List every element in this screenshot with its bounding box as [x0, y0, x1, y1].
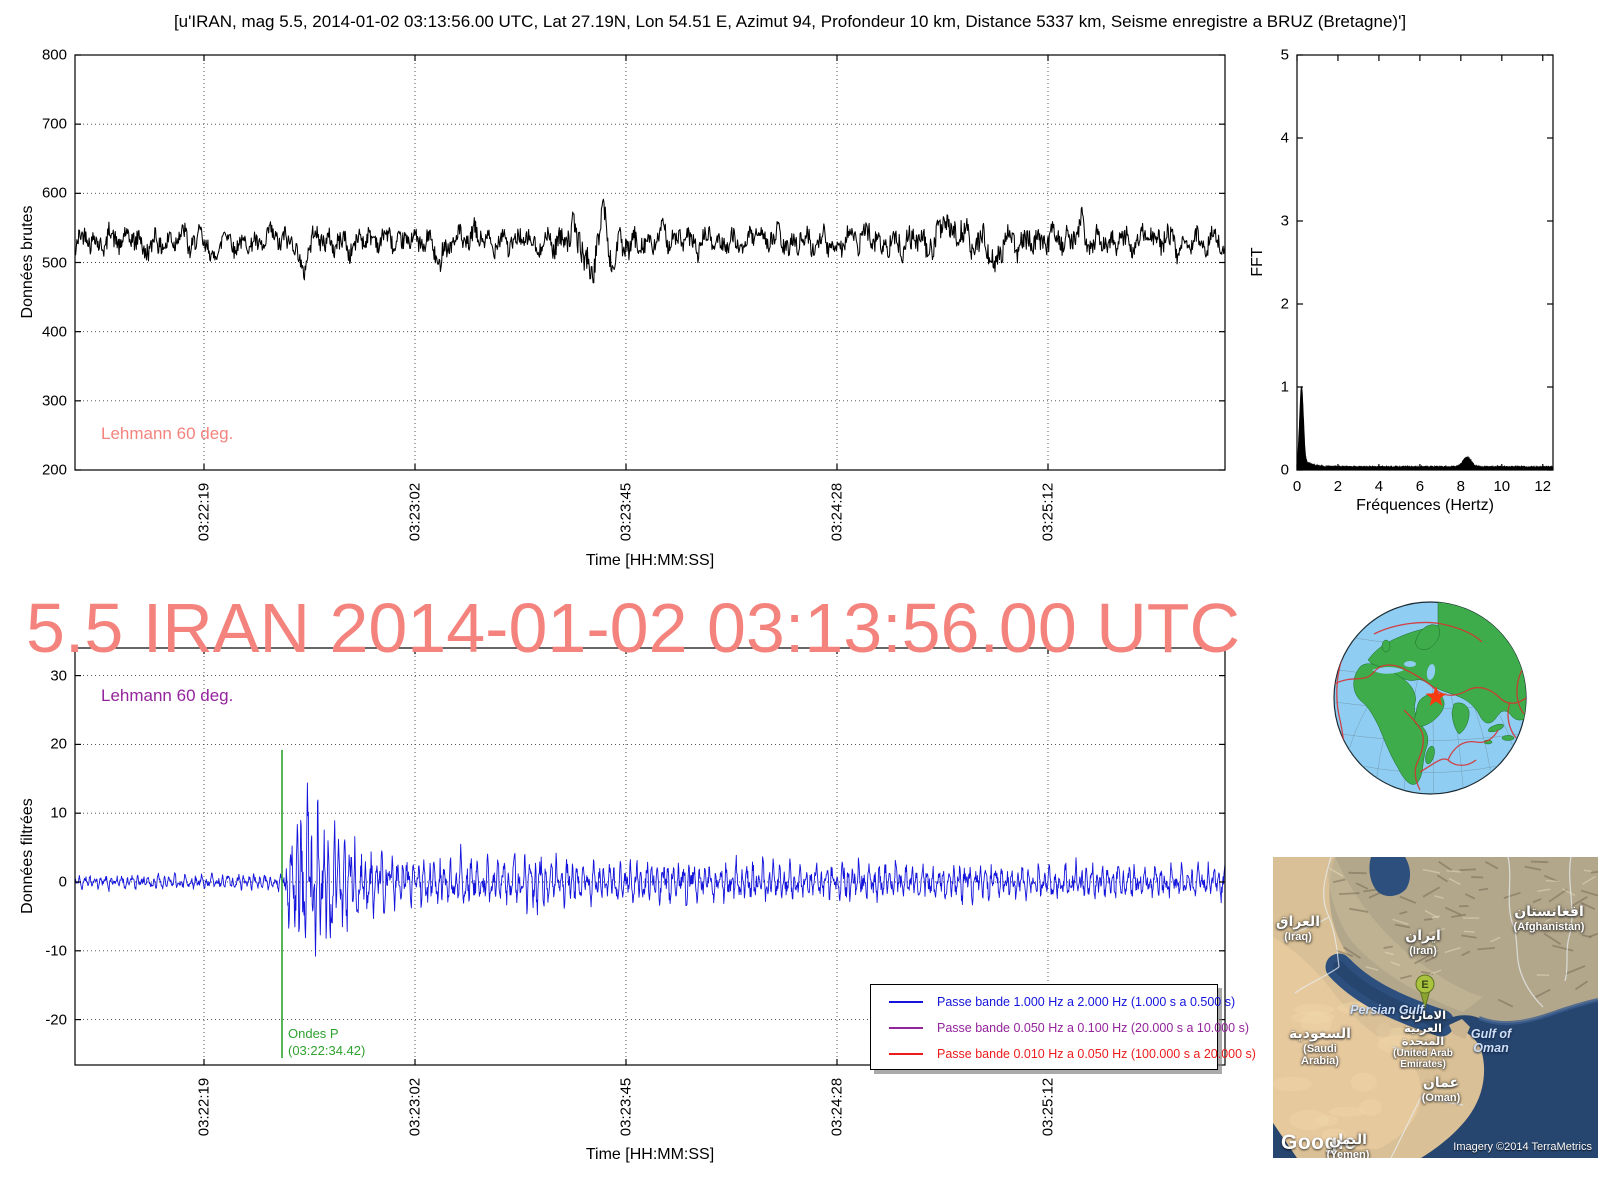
- raw-annotation: Lehmann 60 deg.: [101, 424, 234, 443]
- filtered-y-tick-label: 10: [50, 804, 67, 822]
- legend-item-label: Passe bande 0.050 Hz a 0.100 Hz (20.000 …: [937, 1021, 1250, 1035]
- fft-y-tick-label: 4: [1280, 129, 1289, 147]
- raw-x-axis-label: Time [HH:MM:SS]: [585, 552, 715, 569]
- fft-y-tick-label: 5: [1280, 46, 1289, 64]
- india: [1451, 702, 1470, 735]
- fft-y-tick-label: 2: [1280, 295, 1289, 313]
- filtered-y-tick-label: -10: [45, 942, 67, 960]
- filtered-y-tick-label: 0: [58, 873, 67, 891]
- filtered-x-tick-label: 03:22:19: [195, 1077, 213, 1137]
- map-canvas[interactable]: [1273, 857, 1600, 1158]
- raw-trace: [74, 198, 1226, 284]
- map-country-label: عمان (Oman): [1421, 1075, 1461, 1104]
- raw-plot-frame: [74, 54, 1226, 471]
- raw-x-tick-label: 03:22:19: [195, 482, 213, 542]
- legend-box: Passe bande 1.000 Hz a 2.000 Hz (1.000 s…: [870, 984, 1256, 1070]
- imagery-attribution: Imagery ©2014 TerraMetrics: [1453, 1141, 1592, 1153]
- globe: [1333, 601, 1527, 795]
- fft-plot-frame: [1296, 54, 1554, 471]
- event-heading: 5.5 IRAN 2014-01-02 03:13:56.00 UTC: [26, 589, 1241, 667]
- fft-x-tick-label: 12: [1534, 478, 1552, 495]
- fft-y-tick-label: 0: [1280, 461, 1289, 479]
- grid: [75, 55, 1225, 470]
- fft-x-tick-label: 10: [1493, 478, 1511, 495]
- fft-x-tick-label: 6: [1415, 478, 1425, 495]
- raw-y-tick-label: 400: [41, 323, 67, 341]
- madagascar: [1425, 745, 1435, 765]
- fft-x-tick-label: 2: [1333, 478, 1343, 495]
- satellite-map[interactable]: Google Imagery ©2014 TerraMetrics العراق…: [1273, 857, 1598, 1158]
- filtered-x-tick-label: 03:25:12: [1039, 1077, 1057, 1137]
- map-country-label: افغانستان (Afghanistan): [1513, 904, 1585, 933]
- british-isles: [1381, 639, 1391, 653]
- epicenter-star: [1425, 686, 1447, 706]
- filtered-x-tick-label: 03:23:02: [406, 1077, 424, 1137]
- grid: [75, 648, 1225, 1065]
- fft-area: [1296, 386, 1554, 471]
- legend-line-sample-red: [889, 1053, 923, 1055]
- raw-x-tick-label: 03:23:45: [617, 482, 635, 542]
- map-pin[interactable]: E: [1415, 974, 1435, 1010]
- map-country-label: اليمن (Yemen): [1326, 1132, 1370, 1158]
- fft-x-tick-label: 0: [1292, 478, 1302, 495]
- raw-x-tick-label: 03:23:02: [406, 482, 424, 542]
- map-water-label: Persian Gulf: [1350, 1003, 1424, 1017]
- raw-y-tick-label: 200: [41, 461, 67, 479]
- raw-x-tick-label: 03:25:12: [1039, 482, 1057, 542]
- raw-y-tick-label: 300: [41, 392, 67, 410]
- legend-item: Passe bande 0.010 Hz a 0.050 Hz (100.000…: [871, 1041, 1256, 1067]
- filtered-annotation: Lehmann 60 deg.: [101, 686, 234, 705]
- filtered-x-axis-label: Time [HH:MM:SS]: [585, 1146, 715, 1163]
- figure-title: [u'IRAN, mag 5.5, 2014-01-02 03:13:56.00…: [173, 12, 1407, 31]
- map-country-label: السعودية (Saudi Arabia): [1289, 1026, 1351, 1067]
- raw-y-tick-label: 700: [41, 115, 67, 133]
- map-country-label: العراق (Iraq): [1276, 914, 1320, 943]
- map-water-label: Gulf of Oman: [1470, 1027, 1512, 1056]
- filtered-y-tick-label: 20: [50, 735, 67, 753]
- raw-y-tick-label: 800: [41, 46, 67, 64]
- filtered-x-tick-label: 03:24:28: [828, 1077, 846, 1137]
- map-country-label: الامارات العربية المتحدة (United Arab Emirat…: [1393, 1008, 1453, 1070]
- fft-x-axis-label: Fréquences (Hertz): [1356, 497, 1494, 514]
- legend-line-sample-blue: [889, 1001, 923, 1003]
- legend-item: Passe bande 0.050 Hz a 0.100 Hz (20.000 …: [871, 1015, 1249, 1041]
- country-borders: [1282, 857, 1573, 1158]
- filtered-trace: [74, 782, 1226, 957]
- legend-item-label: Passe bande 1.000 Hz a 2.000 Hz (1.000 s…: [937, 995, 1236, 1009]
- legend-line-sample-purple: [889, 1027, 923, 1029]
- fft-y-axis-label: FFT: [1249, 247, 1266, 277]
- filtered-y-tick-label: -20: [45, 1011, 67, 1029]
- filtered-y-tick-label: 30: [50, 667, 67, 685]
- p-wave-label: Ondes P: [288, 1026, 339, 1041]
- filtered-x-tick-label: 03:23:45: [617, 1077, 635, 1137]
- raw-y-tick-label: 500: [41, 254, 67, 271]
- raw-y-tick-label: 600: [41, 184, 67, 202]
- scandinavia: [1415, 624, 1440, 650]
- legend-item: Passe bande 1.000 Hz a 2.000 Hz (1.000 s…: [871, 989, 1235, 1015]
- fft-y-tick-label: 1: [1280, 378, 1289, 396]
- legend-item-label: Passe bande 0.010 Hz a 0.050 Hz (100.000…: [937, 1047, 1256, 1061]
- google-logo: Google: [1281, 1131, 1357, 1154]
- fft-x-tick-label: 8: [1456, 478, 1465, 495]
- svg-text:E: E: [1421, 979, 1428, 991]
- p-wave-time-label: (03:22:34.42): [288, 1043, 366, 1058]
- raw-x-tick-label: 03:24:28: [828, 482, 846, 542]
- fft-y-tick-label: 3: [1280, 212, 1289, 230]
- map-country-label: ايران (Iran): [1405, 928, 1441, 957]
- raw-y-axis-label: Données brutes: [19, 205, 36, 319]
- fft-x-tick-label: 4: [1374, 478, 1384, 495]
- filtered-y-axis-label: Données filtrées: [19, 798, 36, 914]
